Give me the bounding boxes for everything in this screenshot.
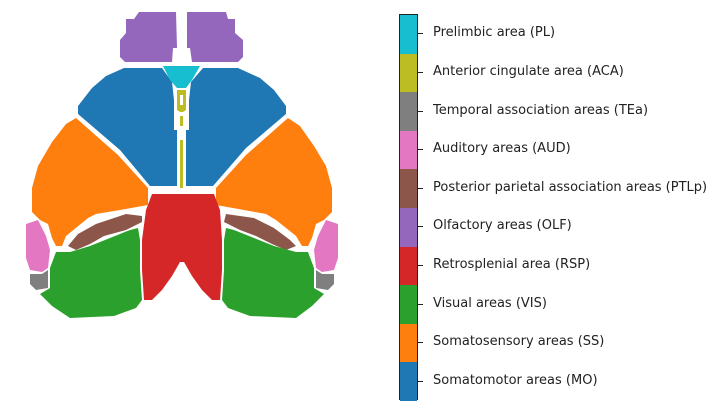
colorbar-segment xyxy=(400,53,417,93)
colorbar-label: Auditory areas (AUD) xyxy=(433,141,571,157)
colorbar-label: Retrosplenial area (RSP) xyxy=(433,256,591,272)
colorbar-label: Olfactory areas (OLF) xyxy=(433,218,572,234)
colorbar-label: Visual areas (VIS) xyxy=(433,295,547,311)
tea-right xyxy=(316,270,334,290)
colorbar-tick xyxy=(418,187,423,189)
region-rsp xyxy=(142,194,222,300)
mo-left xyxy=(78,68,177,186)
ptlp-left xyxy=(68,214,142,250)
region-tea xyxy=(30,270,334,290)
region-pl xyxy=(163,66,200,88)
colorbar-label: Prelimbic area (PL) xyxy=(433,25,556,41)
ptlp-right xyxy=(224,214,296,250)
colorbar-tick xyxy=(418,342,423,344)
colorbar-label: Somatosensory areas (SS) xyxy=(433,334,605,350)
region-aca xyxy=(177,90,186,188)
colorbar-tick xyxy=(418,33,423,35)
colorbar-label: Temporal association areas (TEa) xyxy=(433,102,649,118)
colorbar-segment xyxy=(400,130,417,170)
colorbar-label: Somatomotor areas (MO) xyxy=(433,372,598,388)
colorbar xyxy=(399,14,418,402)
olf-right xyxy=(187,12,243,62)
cortex-flatmap xyxy=(26,12,338,318)
colorbar-segment xyxy=(400,246,417,286)
colorbar-segment xyxy=(400,92,417,132)
aca-thin-1 xyxy=(180,116,183,126)
olf-left xyxy=(120,12,177,62)
colorbar-segment xyxy=(400,169,417,209)
region-aud xyxy=(26,220,338,272)
colorbar-tick xyxy=(418,303,423,305)
tea-left xyxy=(30,270,48,290)
colorbar-label: Anterior cingulate area (ACA) xyxy=(433,63,624,79)
colorbar-segment xyxy=(400,15,417,55)
colorbar-segment xyxy=(400,208,417,248)
colorbar-label: Posterior parietal association areas (PT… xyxy=(433,179,708,195)
colorbar-tick xyxy=(418,264,423,266)
aud-left xyxy=(26,220,50,272)
aca-upper-gap xyxy=(180,95,183,105)
region-ss xyxy=(32,118,332,246)
colorbar-tick xyxy=(418,149,423,151)
region-ptlp xyxy=(68,214,296,250)
mo-right xyxy=(186,68,286,186)
colorbar-tick xyxy=(418,226,423,228)
colorbar-segment xyxy=(400,323,417,363)
aud-right xyxy=(314,220,338,272)
vis-left xyxy=(40,228,142,318)
ss-left xyxy=(32,118,148,246)
region-vis xyxy=(40,228,324,318)
region-olf xyxy=(120,12,243,62)
ss-right xyxy=(216,118,332,246)
region-mo xyxy=(78,68,286,186)
vis-right xyxy=(222,228,324,318)
colorbar-tick xyxy=(418,380,423,382)
colorbar-segment xyxy=(400,285,417,325)
colorbar-tick xyxy=(418,71,423,73)
colorbar-tick xyxy=(418,110,423,112)
aca-thin-2 xyxy=(180,140,183,188)
colorbar-segment xyxy=(400,362,417,402)
